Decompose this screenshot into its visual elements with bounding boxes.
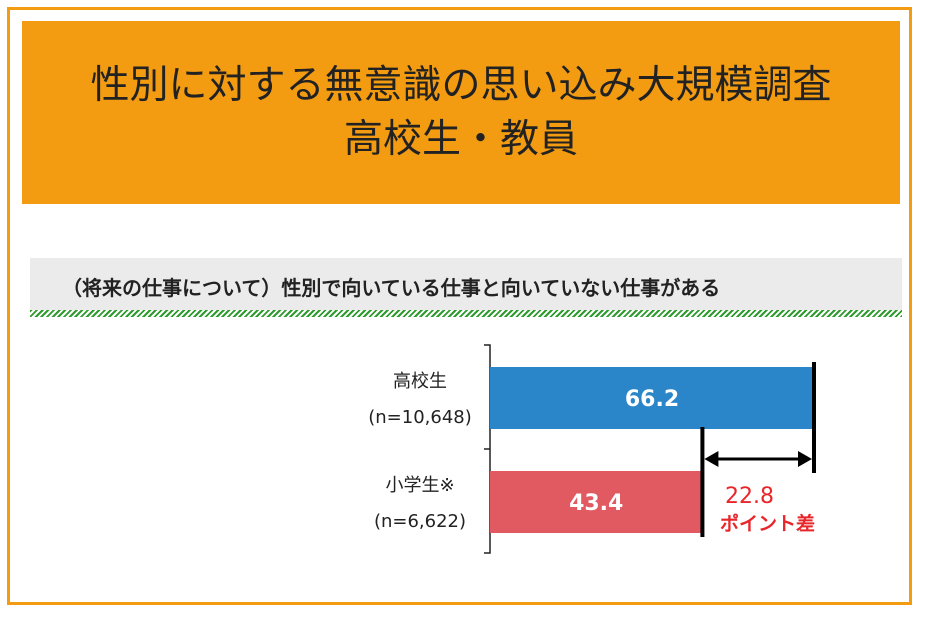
- difference-arrowhead-right: [798, 451, 812, 467]
- category-label: 小学生※: [385, 475, 454, 496]
- category-sample-size: (n=10,648): [368, 407, 472, 428]
- bar-value-label: 66.2: [625, 387, 679, 412]
- difference-value: 22.8: [725, 484, 774, 509]
- category-sample-size: (n=6,622): [374, 511, 466, 532]
- title-banner: 性別に対する無意識の思い込み大規模調査 高校生・教員: [22, 21, 900, 204]
- question-text: （将来の仕事について）性別で向いている仕事と向いていない仕事がある: [62, 276, 721, 300]
- hatched-divider: [30, 310, 902, 317]
- bar-value-label: 43.4: [569, 491, 623, 516]
- title-line-2: 高校生・教員: [343, 116, 578, 162]
- bar-high-school: [490, 367, 814, 429]
- bar-elementary: [490, 471, 703, 533]
- category-label: 高校生: [393, 371, 447, 392]
- difference-arrowhead-left: [704, 451, 719, 467]
- difference-unit: ポイント差: [720, 512, 815, 535]
- question-bar: （将来の仕事について）性別で向いている仕事と向いていない仕事がある: [30, 258, 902, 310]
- title-line-1: 性別に対する無意識の思い込み大規模調査: [90, 62, 832, 108]
